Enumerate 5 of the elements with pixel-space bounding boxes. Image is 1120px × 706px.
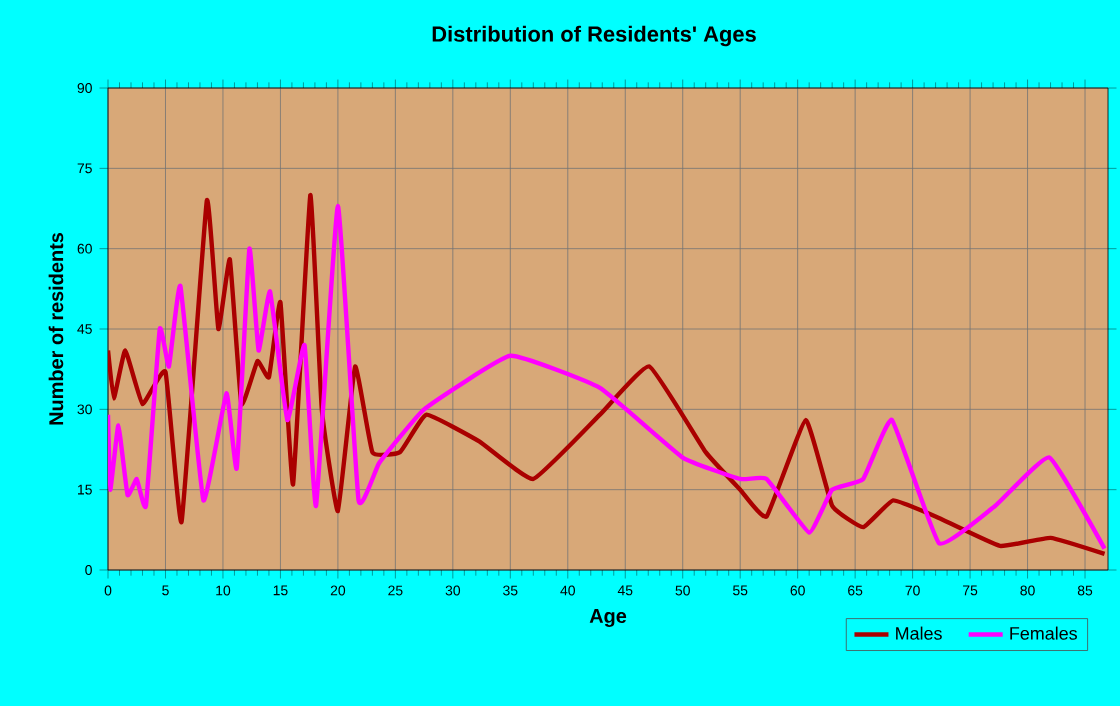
legend-label: Males <box>896 626 942 640</box>
y-axis-title: Number of residents <box>48 232 64 425</box>
chart-title: Distribution of Residents' Ages <box>432 25 756 47</box>
x-axis-title: Age <box>589 609 627 628</box>
legend-label: Females <box>1010 626 1077 640</box>
